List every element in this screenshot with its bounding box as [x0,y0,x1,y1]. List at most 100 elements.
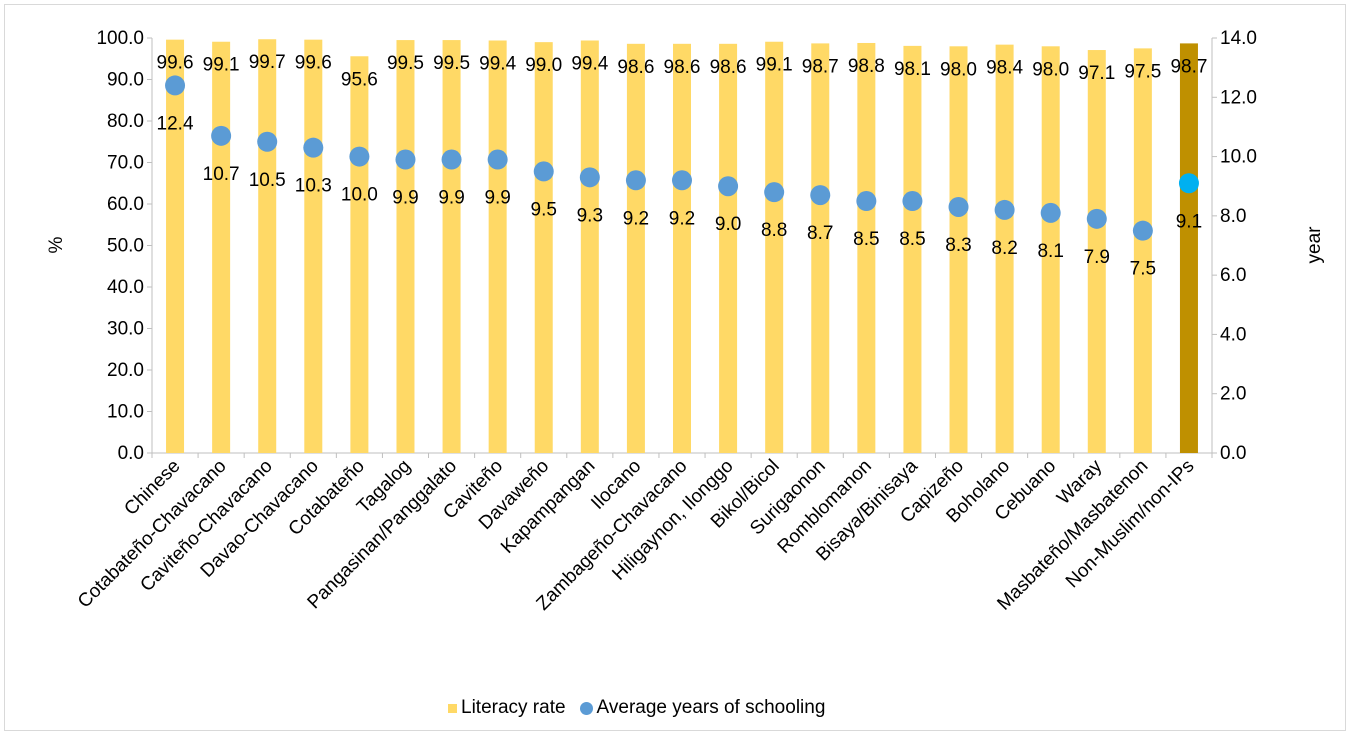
schooling-dot [579,167,600,188]
literacy-data-label: 98.0 [940,59,977,80]
literacy-bar [304,39,323,453]
schooling-dot [902,191,923,212]
literacy-data-label: 99.1 [203,55,240,76]
schooling-data-label: 8.8 [761,220,787,241]
literacy-data-label: 98.6 [617,57,654,78]
literacy-bar [949,46,968,454]
schooling-data-label: 9.3 [577,205,603,226]
y-tick-label-left: 30.0 [107,319,144,340]
literacy-bars [166,39,1198,454]
schooling-dot [1132,220,1153,241]
y-tick-label-left: 10.0 [107,402,144,423]
legend-label-schooling: Average years of schooling [596,697,826,718]
literacy-data-label: 98.7 [802,56,839,77]
y-tick-label-right: 14.0 [1220,28,1257,49]
schooling-data-label: 8.5 [899,229,925,250]
schooling-data-label: 12.4 [157,113,194,134]
schooling-dot [1040,202,1061,223]
schooling-data-label: 7.9 [1084,247,1110,268]
chart-frame: 99.6 99.1 99.7 99.6 95.6 99.5 99.5 99.4 99.0 99.4… [4,4,1346,731]
y-tick-label-right: 8.0 [1220,206,1246,227]
y-tick-label-left: 50.0 [107,236,144,257]
schooling-dot [672,170,692,191]
y-tick-label-left: 60.0 [107,194,144,215]
legend-item-schooling: Average years of schooling [579,697,826,719]
literacy-data-label: 95.6 [341,69,378,90]
schooling-data-label: 9.5 [531,199,557,220]
literacy-bar [1041,46,1060,454]
schooling-dot [395,149,416,170]
literacy-data-label: 97.1 [1078,63,1115,84]
literacy-data-label: 98.7 [1170,56,1207,77]
y-axis-title-right: year [1304,226,1325,264]
schooling-dots [165,75,1199,241]
literacy-bar [396,40,415,453]
literacy-bar [857,42,876,453]
schooling-data-label: 10.7 [203,164,240,185]
literacy-data-label: 99.6 [157,53,194,74]
schooling-data-label: 8.7 [807,223,833,244]
schooling-data-label: 8.5 [853,229,879,250]
literacy-bar [765,41,784,454]
literacy-bar [212,41,231,454]
literacy-bar [995,44,1014,453]
literacy-data-label: 98.0 [1032,59,1069,80]
schooling-data-label: 9.2 [623,208,649,229]
literacy-data-label: 99.4 [479,53,516,74]
y-tick-label-right: 6.0 [1220,265,1246,286]
legend-item-literacy: Literacy rate [448,697,566,719]
schooling-dot [856,191,877,212]
literacy-bar [350,56,369,453]
legend-label-literacy: Literacy rate [461,697,566,718]
y-tick-label-right: 4.0 [1220,324,1246,345]
schooling-dot [257,131,278,152]
literacy-bar [166,39,185,453]
literacy-bar [811,43,830,454]
legend-swatch-literacy [448,703,457,713]
schooling-dot [718,176,739,197]
schooling-dot [441,149,462,170]
literacy-data-label: 99.0 [525,55,562,76]
schooling-dot [810,185,831,206]
literacy-bar [903,45,922,453]
chart-svg: 99.6 99.1 99.7 99.6 95.6 99.5 99.5 99.4 99.0 99.4… [46,28,1325,615]
legend-swatch-schooling [579,701,593,715]
literacy-data-label: 98.1 [894,59,931,80]
literacy-data-label: 97.5 [1124,61,1161,82]
y-tick-label-left: 20.0 [107,360,144,381]
schooling-dot [1178,173,1199,194]
schooling-dot [165,75,186,96]
y-tick-label-left: 100.0 [96,28,144,49]
literacy-bar [719,43,738,454]
y-tick-label-left: 0.0 [118,443,144,464]
literacy-data-label: 99.1 [756,55,793,76]
schooling-dot [303,137,324,158]
literacy-data-label: 99.5 [433,53,470,74]
legend: Literacy rate Average years of schooling [448,695,839,721]
schooling-dot [625,170,646,191]
literacy-data-label: 98.6 [664,57,701,78]
literacy-data-label: 99.5 [387,53,424,74]
schooling-dot [211,125,232,146]
schooling-data-label: 10.0 [341,185,378,206]
literacy-data-label: 98.6 [710,57,747,78]
schooling-dot [948,196,969,217]
schooling-dot [487,149,508,170]
literacy-data-labels: 99.6 99.1 99.7 99.6 95.6 99.5 99.5 99.4 99.0 99.4… [157,52,1208,90]
schooling-data-label: 10.5 [249,170,286,191]
literacy-bar [626,43,645,454]
category-labels: ChineseCotabateño-ChavacanoCaviteño-Chav… [74,455,1199,614]
schooling-data-label: 8.3 [945,235,971,256]
y-tick-label-left: 40.0 [107,277,144,298]
literacy-bar [1179,43,1198,454]
literacy-data-label: 99.6 [295,53,332,74]
schooling-data-label: 9.9 [438,188,464,209]
schooling-dot [764,182,785,203]
y-tick-label-right: 2.0 [1220,384,1246,405]
literacy-bar [488,40,507,454]
literacy-bar [442,40,461,453]
literacy-data-label: 98.8 [848,56,885,77]
schooling-dot [533,161,554,182]
schooling-dot [1086,208,1107,229]
literacy-data-label: 99.7 [249,52,286,73]
